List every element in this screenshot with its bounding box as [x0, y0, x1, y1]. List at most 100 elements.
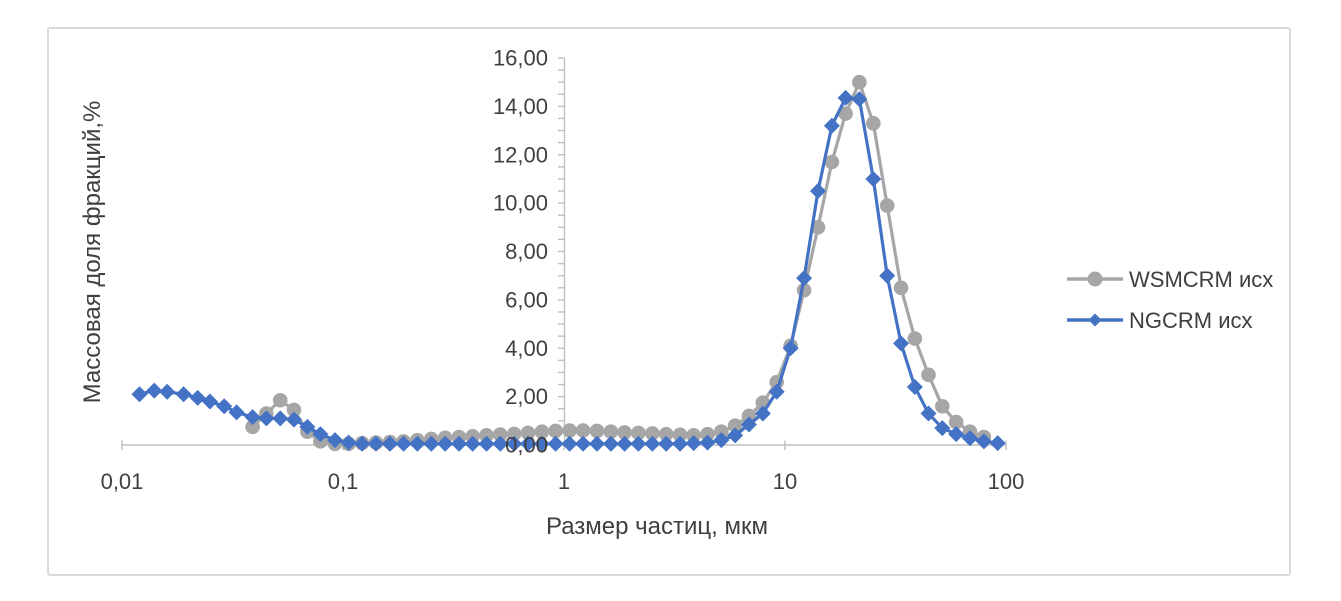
ngcrm-marker: [159, 383, 176, 400]
wsmcrm-marker: [575, 423, 591, 438]
wsmcrm-marker: [520, 425, 536, 441]
wsmcrm-marker: [589, 423, 605, 439]
ngcrm-marker: [437, 435, 454, 452]
ngcrm-marker: [367, 435, 384, 452]
x-axis-tick-label: 100: [988, 469, 1025, 494]
wsmcrm-marker: [548, 423, 563, 439]
ngcrm-marker: [893, 335, 910, 352]
ngcrm-marker: [312, 426, 329, 443]
legend-item-wsmcrm: WSMCRM исх: [1067, 267, 1273, 292]
ngcrm-marker: [975, 433, 992, 450]
y-axis-tick-label: 14,00: [493, 94, 548, 119]
series-group: [131, 74, 1006, 452]
ngcrm-marker: [796, 270, 813, 287]
ngcrm-marker: [285, 411, 302, 428]
ngcrm-marker: [782, 340, 799, 357]
x-axis-title: Размер частиц, мкм: [546, 513, 768, 540]
ngcrm-marker: [588, 435, 605, 452]
wsmcrm-marker: [658, 426, 674, 442]
ngcrm-marker: [685, 435, 702, 452]
ngcrm-marker: [961, 430, 978, 447]
wsmcrm-legend-label: WSMCRM исх: [1129, 267, 1273, 292]
ngcrm-marker: [228, 404, 245, 421]
y-axis-tick-label: 8,00: [505, 239, 548, 264]
wsmcrm-marker: [893, 280, 909, 296]
ngcrm-marker: [989, 435, 1006, 452]
legend-item-ngcrm: NGCRM исх: [1067, 308, 1253, 333]
ngcrm-marker: [464, 435, 481, 452]
ngcrm-marker: [934, 420, 951, 437]
ngcrm-marker: [561, 435, 578, 452]
x-axis-tick-label: 1: [558, 469, 570, 494]
ngcrm-marker: [644, 435, 661, 452]
ngcrm-marker: [713, 432, 730, 449]
ngcrm-legend-marker-icon: [1088, 313, 1102, 327]
wsmcrm-marker: [866, 116, 881, 131]
wsmcrm-legend-marker-icon: [1087, 271, 1103, 287]
wsmcrm-marker: [852, 74, 867, 90]
ngcrm-marker: [948, 426, 965, 443]
ngcrm-marker: [879, 267, 896, 284]
ngcrm-marker: [492, 435, 509, 452]
ngcrm-marker: [740, 416, 757, 433]
ngcrm-marker: [823, 117, 840, 134]
ngcrm-marker: [451, 435, 468, 452]
y-axis-tick-label: 10,00: [493, 191, 548, 216]
legend: WSMCRM исх NGCRM исх: [1067, 267, 1273, 333]
ngcrm-marker: [658, 435, 675, 452]
ngcrm-marker: [768, 383, 785, 400]
ngcrm-marker: [672, 435, 689, 452]
y-axis-tick-label: 4,00: [505, 336, 548, 361]
wsmcrm-marker: [714, 424, 729, 439]
ngcrm-marker: [175, 386, 192, 403]
ngcrm-marker: [201, 393, 218, 410]
ngcrm-marker: [244, 409, 261, 426]
ngcrm-series: [131, 89, 1006, 452]
x-axis-tick-label: 0,1: [328, 469, 359, 494]
ngcrm-marker: [299, 418, 316, 435]
ngcrm-marker: [409, 435, 426, 452]
y-axis-tick-label: 16,00: [493, 46, 548, 71]
wsmcrm-marker: [272, 392, 288, 408]
ngcrm-marker: [837, 89, 854, 106]
tick-labels: 0,01 0,1 1 10 100 0,00 2,00 4,00 6,00 8,00 10,00 12…: [101, 46, 1025, 495]
x-axis-tick-label: 10: [773, 469, 797, 494]
wsmcrm-marker: [617, 425, 632, 440]
wsmcrm-marker: [506, 426, 522, 442]
wsmcrm-marker: [493, 427, 508, 442]
ngcrm-marker: [326, 432, 343, 449]
ngcrm-marker: [865, 170, 882, 187]
ngcrm-marker: [533, 435, 550, 452]
ngcrm-marker: [395, 435, 412, 452]
ngcrm-marker: [630, 435, 647, 452]
ngcrm-marker: [381, 435, 398, 452]
ngcrm-marker: [189, 389, 206, 406]
ngcrm-marker: [131, 386, 148, 403]
ngcrm-marker: [506, 435, 523, 452]
wsmcrm-marker: [838, 106, 853, 121]
ngcrm-marker: [146, 382, 163, 399]
wsmcrm-marker: [286, 402, 302, 418]
wsmcrm-marker: [935, 399, 950, 414]
ngcrm-marker: [699, 434, 716, 451]
wsmcrm-marker: [645, 426, 660, 441]
chart-border: [47, 27, 1291, 576]
wsmcrm-marker: [245, 419, 260, 435]
y-axis-tick-label: 12,00: [493, 142, 548, 167]
wsmcrm-marker: [921, 367, 936, 383]
wsmcrm-marker: [700, 426, 715, 442]
ngcrm-marker: [616, 435, 633, 452]
ngcrm-marker: [602, 435, 619, 452]
wsmcrm-marker: [603, 424, 619, 439]
x-axis-tick-label: 0,01: [101, 469, 144, 494]
ngcrm-marker: [809, 183, 826, 200]
wsmcrm-marker: [534, 424, 550, 439]
ngcrm-marker: [519, 435, 536, 452]
ngcrm-marker: [575, 435, 592, 452]
wsmcrm-marker: [727, 418, 743, 433]
ngcrm-marker: [478, 435, 495, 452]
ngcrm-marker: [906, 378, 923, 395]
wsmcrm-marker: [562, 423, 577, 438]
